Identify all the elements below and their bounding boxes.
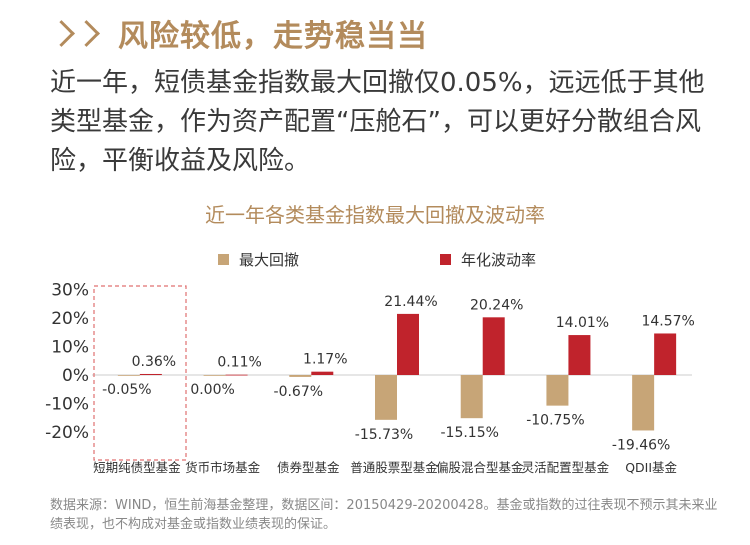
chart-legend: 最大回撤 年化波动率 xyxy=(0,249,750,269)
bar-drawdown xyxy=(632,375,655,431)
data-label-volatility: 20.24% xyxy=(470,297,523,313)
x-category-label: 短期纯债型基金 xyxy=(93,460,181,475)
legend-item-volatility: 年化波动率 xyxy=(440,249,536,270)
bar-volatility xyxy=(654,333,677,375)
y-tick-label: -20% xyxy=(45,423,89,443)
data-label-drawdown: -0.05% xyxy=(102,382,152,398)
legend-label-volatility: 年化波动率 xyxy=(461,251,537,269)
bar-drawdown xyxy=(460,375,483,419)
data-label-volatility: 0.36% xyxy=(132,354,176,370)
y-tick-label: 0% xyxy=(62,366,89,386)
x-category-label: 货币市场基金 xyxy=(185,460,261,475)
data-label-volatility: 21.44% xyxy=(384,294,437,310)
bar-volatility xyxy=(139,373,162,375)
legend-swatch-drawdown xyxy=(218,254,229,265)
description-text: 近一年，短债基金指数最大回撤仅0.05%，远远低于其他类型基金，作为资产配置“压… xyxy=(50,68,705,176)
bar-volatility xyxy=(311,371,334,375)
legend-item-drawdown: 最大回撤 xyxy=(218,249,299,270)
section-header: 风险较低，走势稳当当 xyxy=(48,12,428,54)
data-label-drawdown: -0.67% xyxy=(274,384,324,400)
bar-drawdown xyxy=(375,375,397,420)
bar-drawdown xyxy=(546,375,569,406)
data-label-volatility: 1.17% xyxy=(303,352,347,368)
legend-swatch-volatility xyxy=(440,254,451,265)
data-label-volatility: 14.01% xyxy=(556,315,609,331)
bar-volatility xyxy=(225,374,248,376)
bar-volatility xyxy=(397,313,419,375)
data-label-drawdown: -15.73% xyxy=(355,427,413,443)
y-tick-label: 20% xyxy=(51,309,89,329)
x-category-label: QDII基金 xyxy=(625,460,677,475)
y-tick-label: 30% xyxy=(51,281,89,301)
x-category-label: 普通股票型基金 xyxy=(350,460,438,475)
y-tick-label: -10% xyxy=(45,395,89,415)
highlight-box xyxy=(93,285,187,461)
section-title: 风险较低，走势稳当当 xyxy=(118,19,428,54)
data-label-drawdown: 0.00% xyxy=(190,382,234,398)
x-category-label: 灵活配置型基金 xyxy=(522,460,610,475)
data-label-drawdown: -19.46% xyxy=(612,437,670,453)
bar-drawdown xyxy=(289,375,312,377)
bar-drawdown xyxy=(203,375,226,376)
data-source-footnote: 数据来源：WIND，恒生前海基金整理，数据区间：20150429-2020042… xyxy=(50,498,718,532)
x-category-label: 偏股混合型基金 xyxy=(436,460,524,475)
data-label-drawdown: -15.15% xyxy=(440,425,498,441)
data-label-volatility: 14.57% xyxy=(641,313,694,329)
data-label-drawdown: -10.75% xyxy=(526,413,584,429)
x-category-label: 债券型基金 xyxy=(277,460,340,475)
bar-drawdown xyxy=(117,375,140,376)
chart-title: 近一年各类基金指数最大回撤及波动率 xyxy=(205,203,545,227)
bar-volatility xyxy=(482,317,505,375)
bar-volatility xyxy=(568,335,591,375)
data-label-volatility: 0.11% xyxy=(217,355,261,371)
legend-label-drawdown: 最大回撤 xyxy=(239,251,300,269)
y-tick-label: 10% xyxy=(51,338,89,358)
